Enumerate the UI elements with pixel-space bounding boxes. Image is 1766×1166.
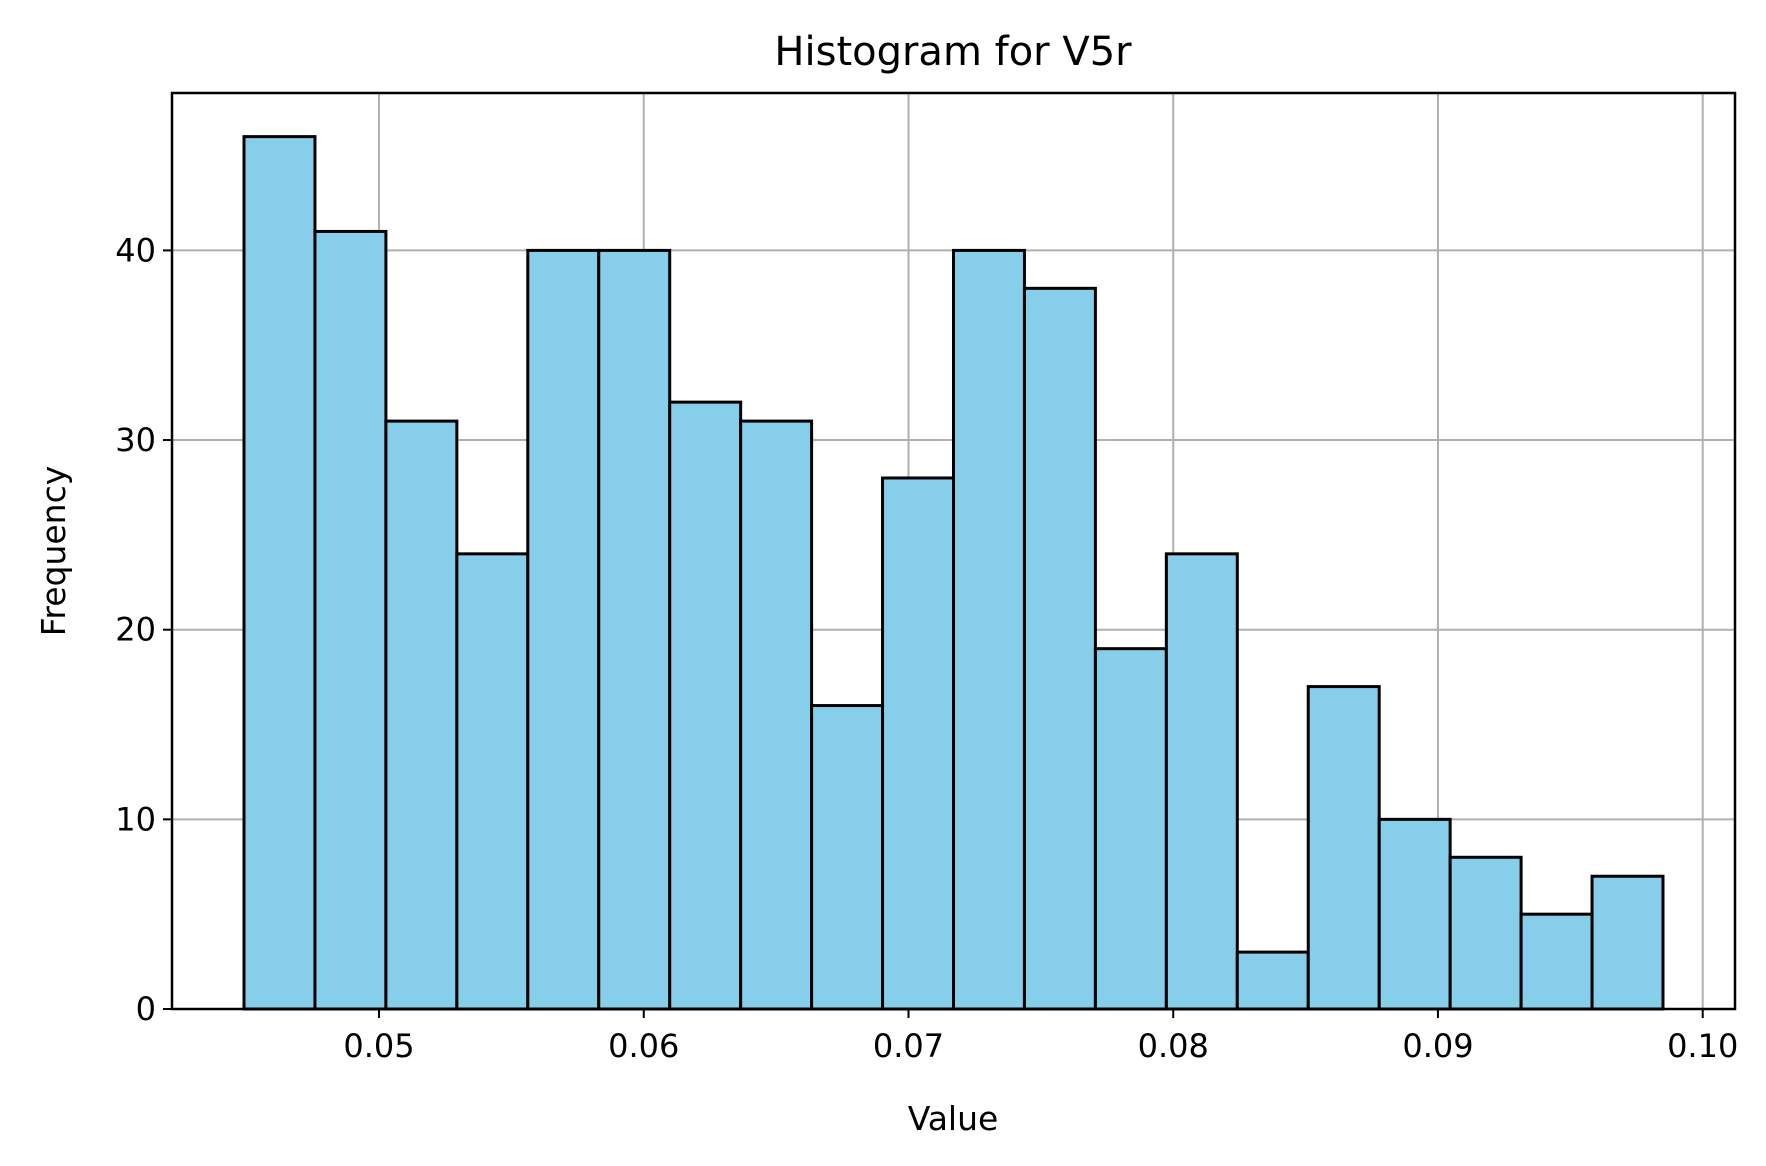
histogram-bar xyxy=(810,704,885,1011)
x-axis-label: Value xyxy=(908,1099,999,1138)
histogram-bar xyxy=(1519,912,1594,1011)
chart-title: Histogram for V5r xyxy=(774,29,1132,75)
histogram-bar xyxy=(881,476,956,1011)
y-tick-label: 30 xyxy=(115,421,156,459)
histogram-bar xyxy=(1377,817,1452,1011)
histogram-bar xyxy=(1164,552,1239,1011)
plot-frame xyxy=(170,91,1737,1011)
x-tick-label: 0.09 xyxy=(1402,1027,1473,1065)
x-tick-label: 0.07 xyxy=(873,1027,944,1065)
y-tick-label: 20 xyxy=(115,611,156,649)
histogram-bar xyxy=(1235,950,1310,1011)
histogram-bar xyxy=(242,135,317,1011)
histogram-bar xyxy=(526,248,601,1011)
y-tick-label: 40 xyxy=(115,231,156,269)
histogram-bar xyxy=(1093,647,1168,1011)
y-tick-label: 10 xyxy=(115,800,156,838)
y-axis-label: Frequency xyxy=(34,466,73,636)
histogram-bar xyxy=(597,248,672,1011)
histogram-bar xyxy=(455,552,530,1011)
histogram-bar xyxy=(952,248,1026,1011)
x-tick-label: 0.08 xyxy=(1138,1027,1209,1065)
histogram-bar xyxy=(1306,685,1381,1011)
histogram-bar xyxy=(384,419,459,1011)
histogram-bar xyxy=(1448,855,1523,1011)
x-tick-label: 0.06 xyxy=(608,1027,679,1065)
histogram-bar xyxy=(668,400,743,1011)
histogram-bar xyxy=(313,229,388,1011)
histogram-bar xyxy=(1022,286,1097,1011)
histogram-bar xyxy=(739,419,814,1011)
x-tick-label: 0.10 xyxy=(1667,1027,1738,1065)
axis-ticks: 0.05 0.06 0.07 0.08 0.09 0.10 0 10 20 30 40 xyxy=(115,231,1738,1065)
x-tick-label: 0.05 xyxy=(343,1027,414,1065)
bars xyxy=(242,135,1665,1011)
y-tick-label: 0 xyxy=(136,990,156,1028)
histogram-bar xyxy=(1590,874,1665,1011)
